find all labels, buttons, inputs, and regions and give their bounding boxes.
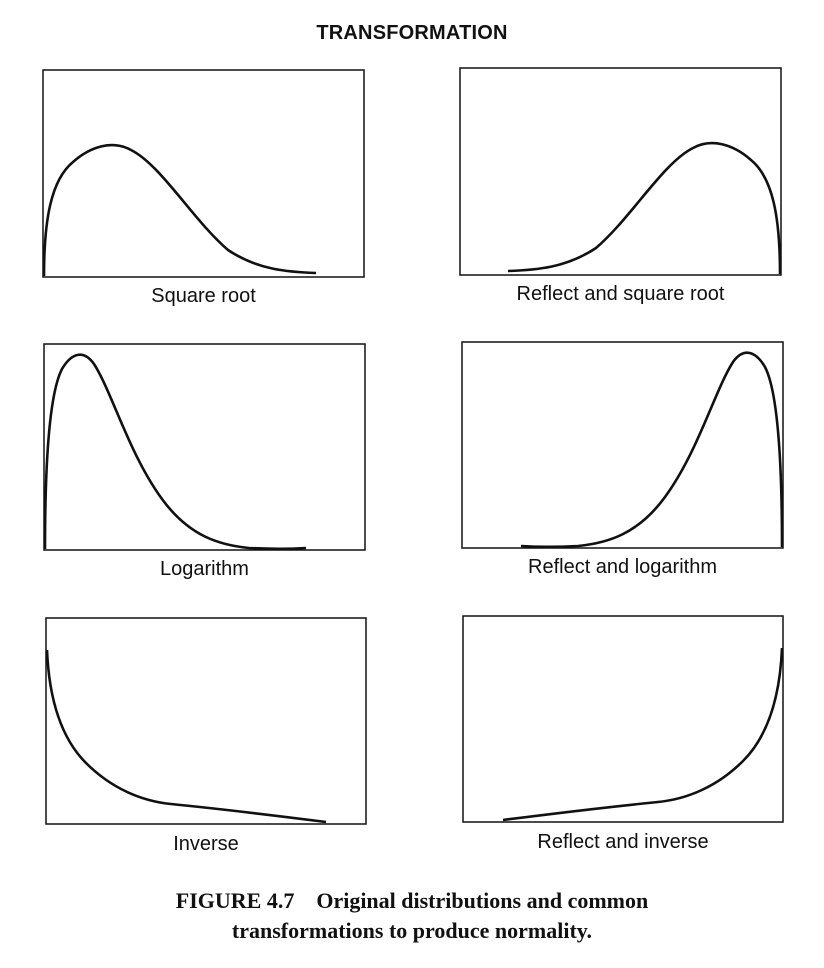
reflect-inverse-plot [462, 615, 784, 823]
caption-line-1: FIGURE 4.7 Original distributions and com… [0, 886, 824, 916]
square-root-plot [42, 69, 365, 278]
distribution-curve [42, 143, 317, 277]
plot-frame [459, 67, 782, 276]
logarithm-plot [43, 343, 366, 551]
panel-label-reflect-square-root: Reflect and square root [516, 283, 725, 305]
panel-square-root [42, 69, 365, 278]
distribution-curve [520, 351, 784, 549]
distribution-curve [43, 353, 307, 551]
distribution-curve [45, 649, 327, 824]
panel-label-reflect-logarithm: Reflect and logarithm [528, 556, 717, 578]
reflect-logarithm-plot [461, 341, 784, 549]
figure-number: FIGURE 4.7 [175, 888, 295, 913]
distribution-curve [507, 141, 782, 275]
diagram-heading: TRANSFORMATION [316, 22, 508, 44]
distribution-curve [502, 647, 784, 822]
plot-frame [462, 615, 784, 823]
panel-logarithm [43, 343, 366, 551]
figure-caption: FIGURE 4.7 Original distributions and com… [0, 886, 824, 946]
panel-label-logarithm: Logarithm [160, 558, 249, 580]
plot-frame [43, 343, 366, 551]
plot-frame [45, 617, 367, 825]
panel-reflect-inverse [462, 615, 784, 823]
panel-reflect-logarithm [461, 341, 784, 549]
plot-frame [461, 341, 784, 549]
caption-text-2: transformations to produce normality. [231, 918, 593, 943]
panel-reflect-square-root [459, 67, 782, 276]
plot-frame [42, 69, 365, 278]
panel-label-square-root: Square root [151, 285, 256, 307]
reflect-square-root-plot [459, 67, 782, 276]
inverse-plot [45, 617, 367, 825]
panel-label-inverse: Inverse [173, 833, 239, 855]
caption-text-1: Original distributions and common [316, 888, 649, 913]
panel-label-reflect-inverse: Reflect and inverse [537, 831, 709, 853]
panel-inverse [45, 617, 367, 825]
